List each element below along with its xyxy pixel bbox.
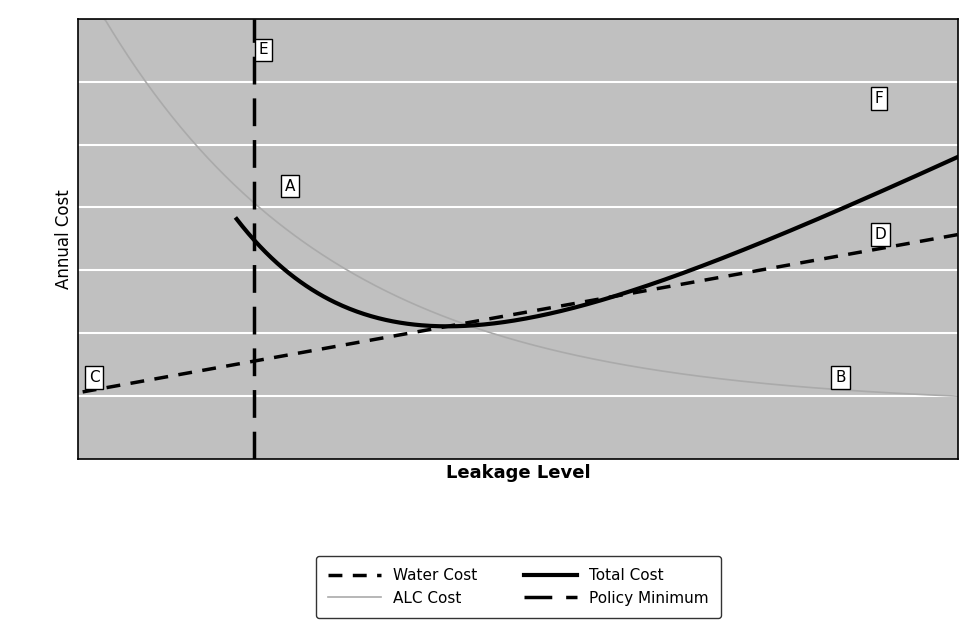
Text: D: D [873,227,886,242]
X-axis label: Leakage Level: Leakage Level [446,464,590,482]
Text: F: F [873,90,882,106]
Text: C: C [89,370,100,385]
Text: E: E [258,43,268,57]
Text: B: B [834,370,845,385]
Text: A: A [285,178,295,194]
Legend: Water Cost, ALC Cost, Total Cost, Policy Minimum: Water Cost, ALC Cost, Total Cost, Policy… [316,556,720,618]
Y-axis label: Annual Cost: Annual Cost [55,189,72,289]
